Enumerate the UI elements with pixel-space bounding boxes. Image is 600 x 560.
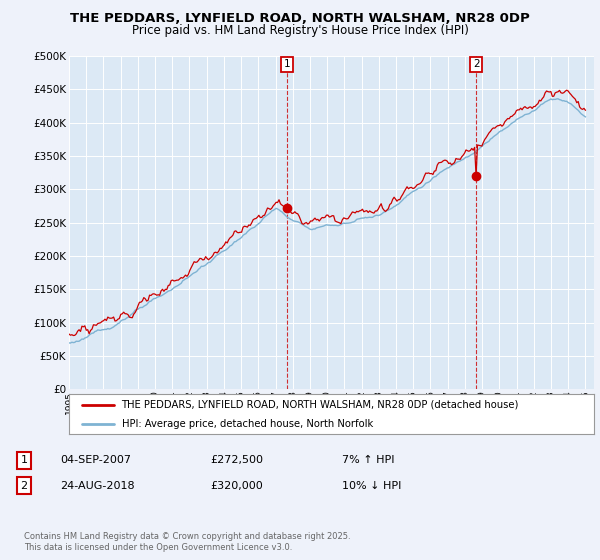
Text: 24-AUG-2018: 24-AUG-2018 xyxy=(60,480,134,491)
Text: Contains HM Land Registry data © Crown copyright and database right 2025.
This d: Contains HM Land Registry data © Crown c… xyxy=(24,532,350,552)
Text: 7% ↑ HPI: 7% ↑ HPI xyxy=(342,455,395,465)
Text: £272,500: £272,500 xyxy=(210,455,263,465)
Text: 10% ↓ HPI: 10% ↓ HPI xyxy=(342,480,401,491)
Text: 2: 2 xyxy=(473,59,479,69)
Text: 2: 2 xyxy=(20,480,28,491)
Text: THE PEDDARS, LYNFIELD ROAD, NORTH WALSHAM, NR28 0DP: THE PEDDARS, LYNFIELD ROAD, NORTH WALSHA… xyxy=(70,12,530,25)
Text: £320,000: £320,000 xyxy=(210,480,263,491)
Text: 1: 1 xyxy=(20,455,28,465)
Text: 1: 1 xyxy=(284,59,290,69)
Text: Price paid vs. HM Land Registry's House Price Index (HPI): Price paid vs. HM Land Registry's House … xyxy=(131,24,469,37)
Text: HPI: Average price, detached house, North Norfolk: HPI: Average price, detached house, Nort… xyxy=(121,419,373,429)
Text: 04-SEP-2007: 04-SEP-2007 xyxy=(60,455,131,465)
Text: THE PEDDARS, LYNFIELD ROAD, NORTH WALSHAM, NR28 0DP (detached house): THE PEDDARS, LYNFIELD ROAD, NORTH WALSHA… xyxy=(121,400,519,409)
